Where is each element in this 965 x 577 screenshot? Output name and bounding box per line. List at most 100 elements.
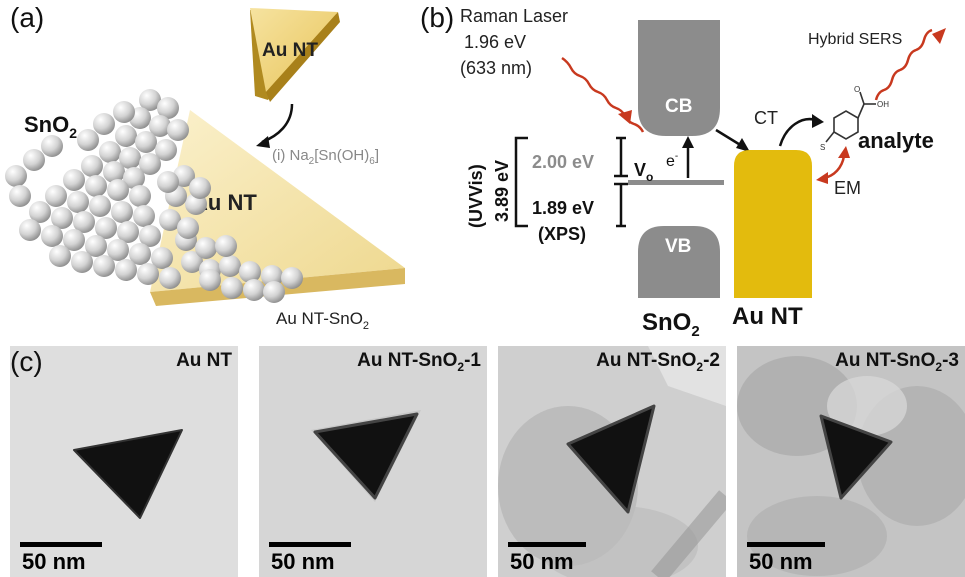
sno2-sphere bbox=[107, 179, 129, 201]
conduction-band bbox=[638, 20, 720, 136]
gap-upper-value: 2.00 eV bbox=[532, 152, 594, 172]
sno2-sphere bbox=[45, 185, 67, 207]
tem-title: Au NT-SnO2-2 bbox=[596, 350, 720, 374]
panel-b-band-diagram: Raman Laser 1.96 eV (633 nm) CB VB Vo e-… bbox=[460, 6, 946, 340]
ct-label: CT bbox=[754, 108, 778, 128]
sno2-sphere bbox=[63, 169, 85, 191]
sno2-sphere bbox=[137, 263, 159, 285]
product-label: Au NT-SnO2 bbox=[276, 309, 369, 332]
sno2-sphere bbox=[113, 101, 135, 123]
small-au-nanotriangle bbox=[250, 8, 340, 102]
gap-lower-value: 1.89 eV bbox=[532, 198, 594, 218]
analyte-molecule bbox=[825, 91, 876, 143]
sno2-sphere bbox=[81, 155, 103, 177]
sno2-sphere bbox=[189, 177, 211, 199]
tem-image-au-nt: Au NT 50 nm bbox=[10, 346, 238, 577]
sno2-sphere bbox=[139, 89, 161, 111]
scale-label: 50 nm bbox=[749, 549, 813, 574]
sno2-sphere bbox=[129, 243, 151, 265]
sno2-sphere bbox=[51, 207, 73, 229]
sno2-sphere bbox=[219, 255, 241, 277]
sno2-sphere bbox=[195, 237, 217, 259]
scale-label: 50 nm bbox=[510, 549, 574, 574]
valence-band bbox=[638, 226, 720, 298]
ct-arrow bbox=[778, 117, 817, 147]
tem-title: Au NT-SnO2-3 bbox=[835, 350, 959, 374]
sno2-sphere bbox=[63, 229, 85, 251]
outgoing-laser-arrow bbox=[874, 28, 933, 101]
panel-a-illustration: Au NT (i) Na2[Sn(OH)6] Au NT SnO2 Au NT-… bbox=[5, 8, 405, 332]
sno2-sphere bbox=[111, 201, 133, 223]
sno2-sphere bbox=[93, 255, 115, 277]
sno2-sphere bbox=[181, 251, 203, 273]
scale-label: 50 nm bbox=[22, 549, 86, 574]
uvvis-value: 3.89 eV bbox=[492, 160, 512, 222]
nanotriangle bbox=[73, 429, 183, 519]
scale-label: 50 nm bbox=[271, 549, 335, 574]
scale-bar bbox=[269, 542, 351, 547]
sno2-sphere bbox=[93, 113, 115, 135]
laser-title: Raman Laser bbox=[460, 6, 568, 26]
sno2-sphere bbox=[133, 205, 155, 227]
sno2-sphere bbox=[107, 239, 129, 261]
reaction-arrow bbox=[261, 103, 294, 144]
sno2-sphere bbox=[167, 119, 189, 141]
sno2-sphere bbox=[71, 251, 93, 273]
analyte-oh-group: OH bbox=[877, 100, 889, 109]
sno2-sphere bbox=[221, 277, 243, 299]
au-nt-block bbox=[734, 150, 812, 298]
sno2-sphere bbox=[129, 185, 151, 207]
sno2-sphere bbox=[243, 279, 265, 301]
analyte-o-atom: O bbox=[854, 85, 860, 94]
panel-a-label: (a) bbox=[10, 2, 45, 33]
sno2-sphere bbox=[151, 247, 173, 269]
sno2-sphere bbox=[29, 201, 51, 223]
sno2-sphere bbox=[155, 139, 177, 161]
nanotriangle bbox=[566, 404, 656, 514]
tem-image-au-nt-sno2-2: Au NT-SnO2-2 50 nm bbox=[498, 346, 726, 577]
sno2-sphere bbox=[19, 219, 41, 241]
nanotriangle bbox=[313, 412, 419, 500]
sno2-sphere bbox=[177, 217, 199, 239]
small-nt-label: Au NT bbox=[262, 40, 318, 61]
sno2-sphere bbox=[149, 115, 171, 137]
sno2-sphere bbox=[215, 235, 237, 257]
sno2-sphere bbox=[85, 175, 107, 197]
sno2-sphere bbox=[99, 141, 121, 163]
laser-energy: 1.96 eV bbox=[464, 32, 526, 52]
sno2-sphere bbox=[281, 267, 303, 289]
electron-label: e- bbox=[666, 151, 678, 170]
sno2-sphere bbox=[139, 153, 161, 175]
tem-image-au-nt-sno2-3: Au NT-SnO2-3 50 nm bbox=[737, 346, 965, 577]
vacancy-label: Vo bbox=[634, 160, 653, 184]
reaction-step-label: (i) Na2[Sn(OH)6] bbox=[272, 147, 379, 167]
scale-bar bbox=[508, 542, 586, 547]
aunt-bottom-label: Au NT bbox=[732, 303, 803, 330]
tem-title: Au NT bbox=[176, 350, 232, 371]
nanotriangle bbox=[819, 414, 893, 500]
sno2-sphere bbox=[89, 195, 111, 217]
incoming-laser-arrow bbox=[561, 56, 645, 133]
sno2-particles bbox=[5, 89, 303, 303]
scale-bar bbox=[747, 542, 825, 547]
sno2-sphere bbox=[119, 147, 141, 169]
vb-label: VB bbox=[665, 236, 691, 257]
sno2-sphere bbox=[157, 171, 179, 193]
analyte-s-atom: S bbox=[820, 143, 825, 152]
sno2-sphere bbox=[85, 235, 107, 257]
sno2-sphere bbox=[23, 149, 45, 171]
sno2-sphere bbox=[159, 267, 181, 289]
sno2-bottom-label: SnO2 bbox=[642, 309, 700, 340]
sno2-sphere bbox=[261, 265, 283, 287]
energy-brackets bbox=[514, 136, 628, 228]
sno2-sphere bbox=[67, 191, 89, 213]
sno2-sphere bbox=[95, 217, 117, 239]
laser-wavelength: (633 nm) bbox=[460, 58, 532, 78]
sno2-sphere bbox=[5, 165, 27, 187]
sno2-sphere bbox=[199, 269, 221, 291]
sno2-sphere bbox=[41, 225, 63, 247]
sno2-sphere bbox=[263, 281, 285, 303]
sno2-sphere bbox=[77, 129, 99, 151]
sno2-sphere bbox=[9, 185, 31, 207]
panel-b-label: (b) bbox=[420, 2, 455, 33]
